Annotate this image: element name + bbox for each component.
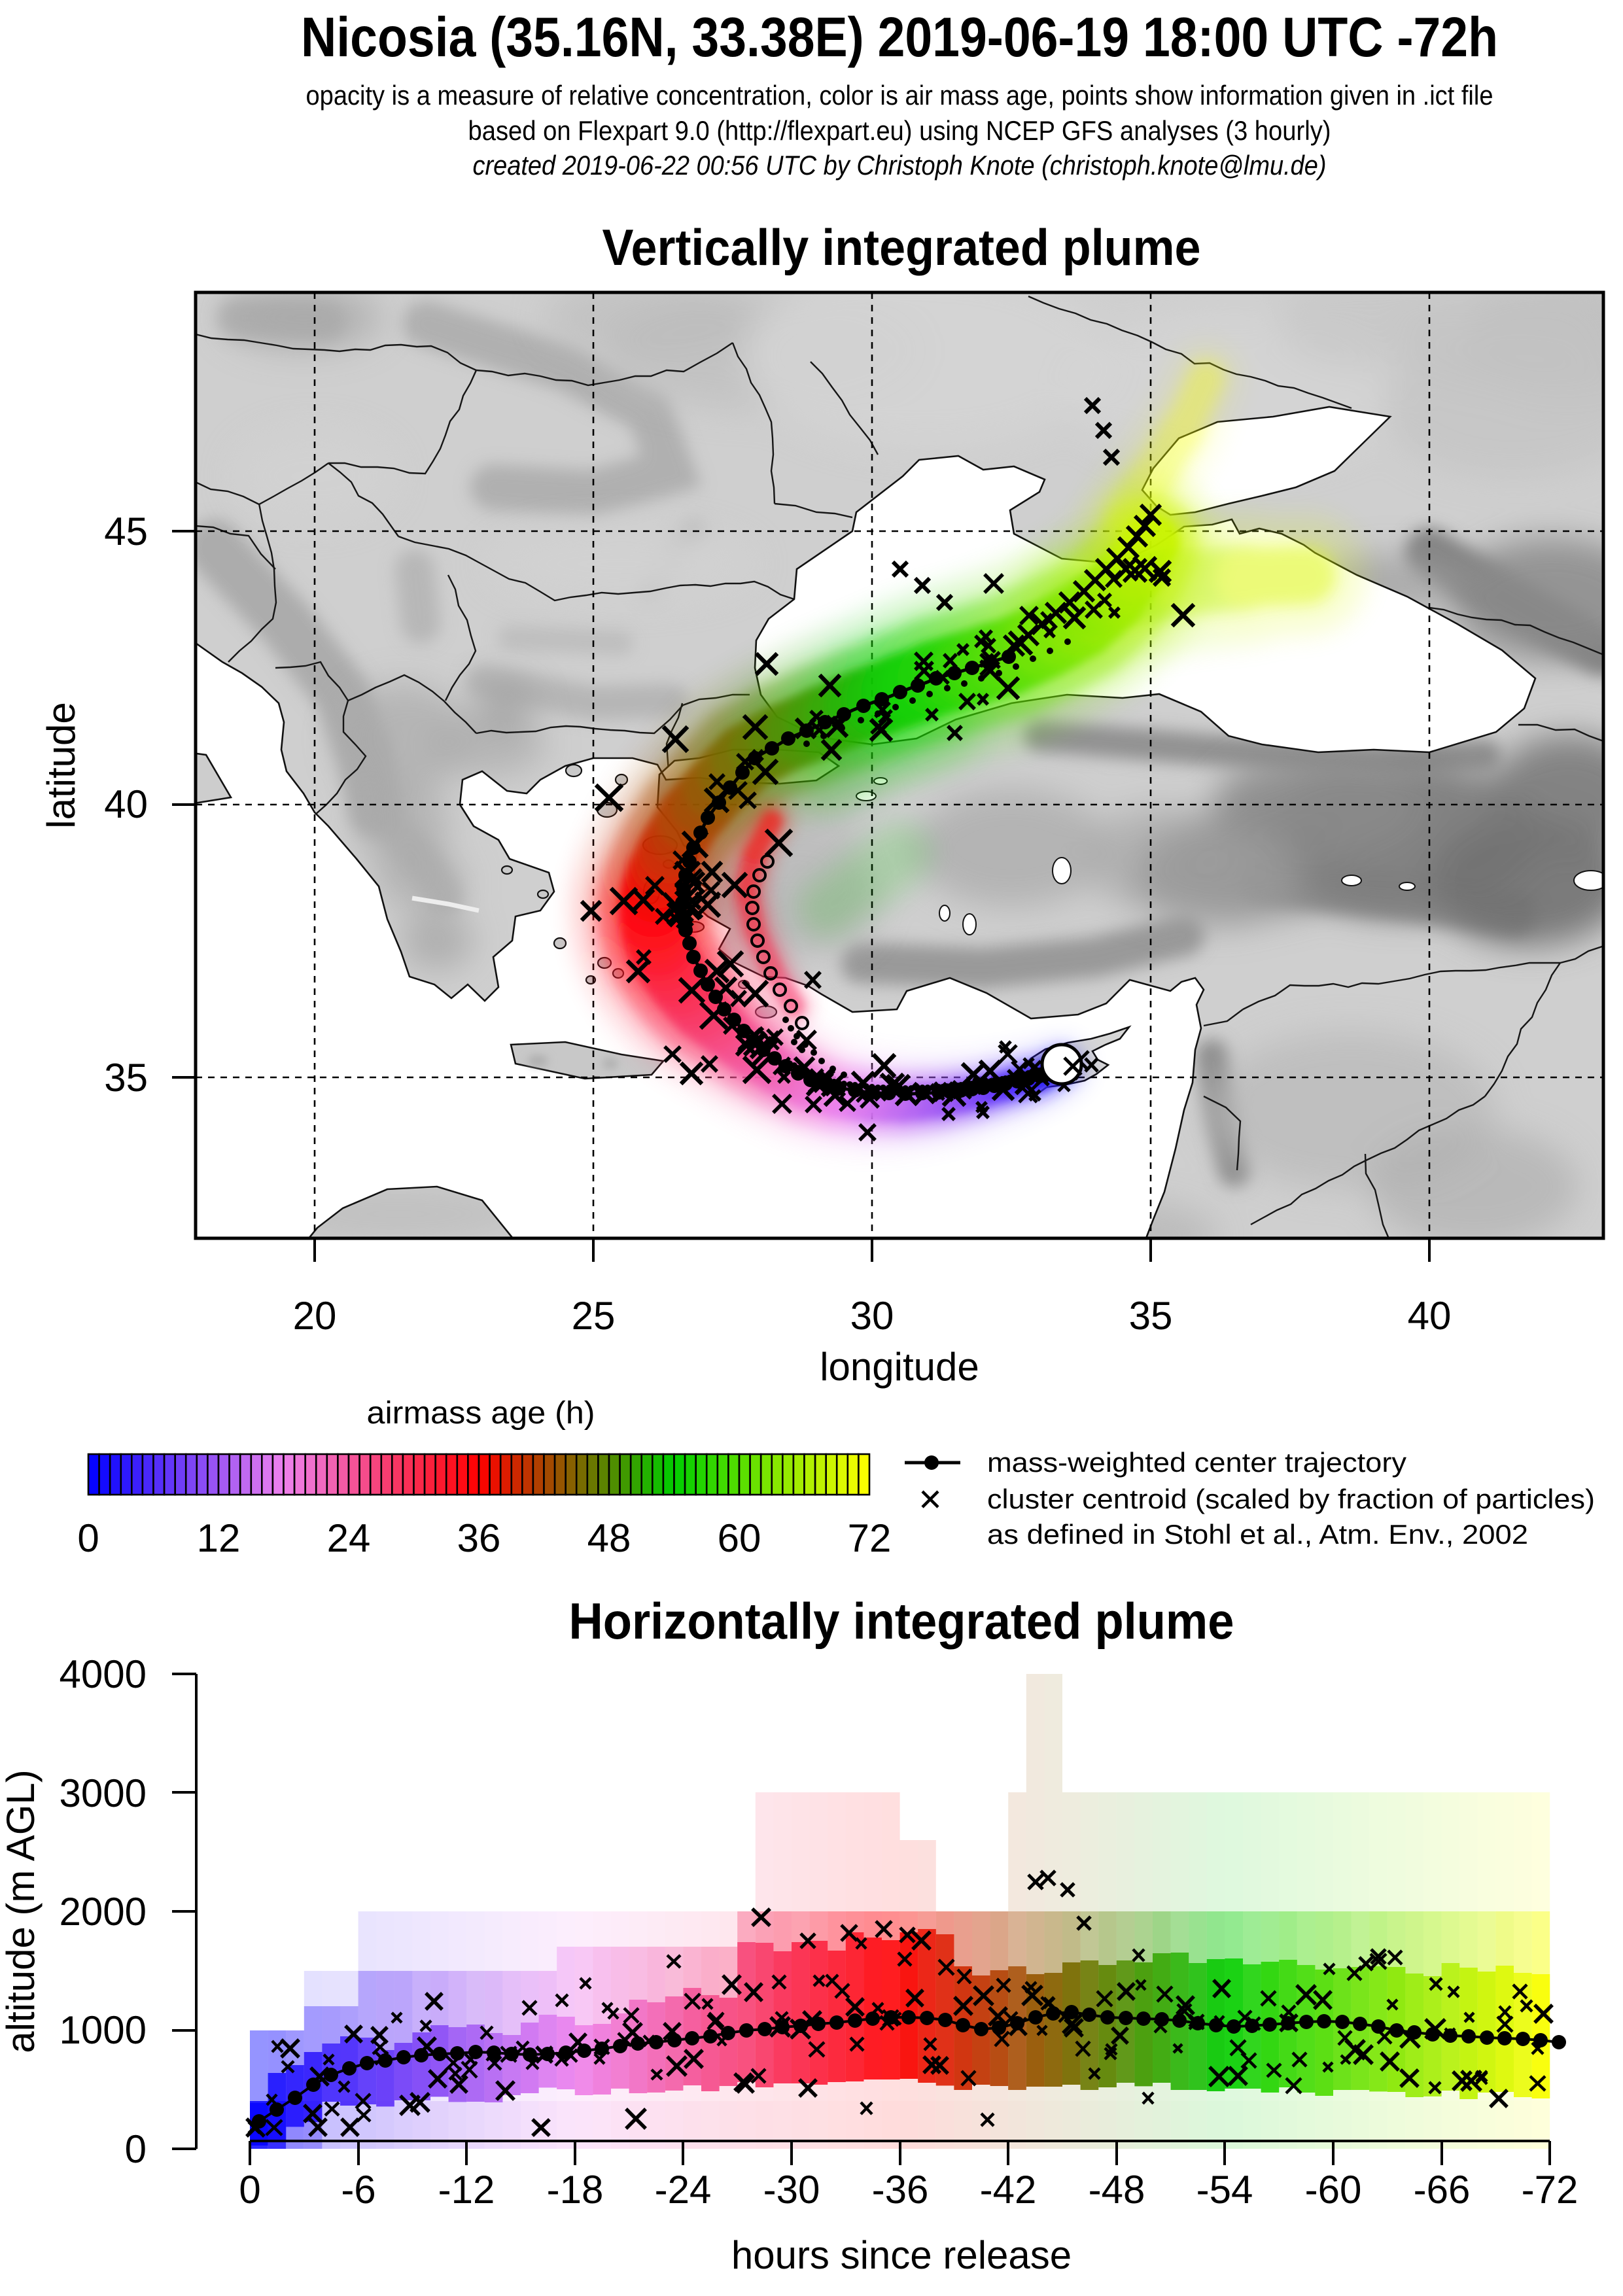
svg-text:1000: 1000: [60, 2008, 147, 2052]
svg-text:48: 48: [587, 1516, 631, 1560]
svg-text:3000: 3000: [60, 1771, 147, 1815]
svg-text:as defined in Stohl et al., At: as defined in Stohl et al., Atm. Env., 2…: [987, 1519, 1528, 1550]
svg-text:created 2019-06-22 00:56 UTC b: created 2019-06-22 00:56 UTC by Christop…: [473, 150, 1327, 181]
svg-text:airmass age (h): airmass age (h): [367, 1396, 595, 1431]
svg-text:45: 45: [104, 510, 148, 553]
svg-text:24: 24: [327, 1516, 371, 1560]
svg-text:40: 40: [1408, 1294, 1452, 1338]
svg-text:-48: -48: [1089, 2168, 1145, 2212]
svg-text:-66: -66: [1414, 2168, 1471, 2212]
svg-text:-24: -24: [655, 2168, 712, 2212]
svg-text:12: 12: [197, 1516, 241, 1560]
svg-text:cluster centroid (scaled by fr: cluster centroid (scaled by fraction of …: [987, 1484, 1595, 1514]
svg-text:-54: -54: [1196, 2168, 1253, 2212]
svg-text:72: 72: [848, 1516, 892, 1560]
svg-text:35: 35: [1129, 1294, 1173, 1338]
svg-text:25: 25: [572, 1294, 616, 1338]
svg-text:-12: -12: [438, 2168, 495, 2212]
svg-text:-30: -30: [763, 2168, 820, 2212]
svg-text:20: 20: [293, 1294, 337, 1338]
svg-text:-36: -36: [872, 2168, 929, 2212]
svg-text:0: 0: [125, 2127, 147, 2171]
svg-text:hours since release: hours since release: [731, 2233, 1072, 2277]
svg-text:30: 30: [850, 1294, 894, 1338]
svg-text:0: 0: [77, 1516, 99, 1560]
svg-text:0: 0: [239, 2168, 260, 2212]
svg-text:-42: -42: [980, 2168, 1037, 2212]
svg-text:opacity is a measure of relati: opacity is a measure of relative concent…: [306, 80, 1493, 111]
svg-text:-60: -60: [1305, 2168, 1362, 2212]
svg-text:-6: -6: [341, 2168, 375, 2212]
svg-text:35: 35: [104, 1056, 148, 1100]
svg-text:latitude: latitude: [39, 702, 83, 828]
svg-text:altitude (m AGL): altitude (m AGL): [0, 1769, 43, 2053]
svg-text:mass-weighted center trajector: mass-weighted center trajectory: [987, 1447, 1406, 1478]
svg-text:-72: -72: [1522, 2168, 1579, 2212]
svg-text:based on Flexpart 9.0 (http://: based on Flexpart 9.0 (http://flexpart.e…: [468, 115, 1331, 146]
svg-text:Vertically integrated plume: Vertically integrated plume: [602, 218, 1201, 276]
svg-text:60: 60: [718, 1516, 761, 1560]
svg-text:Nicosia (35.16N, 33.38E) 2019-: Nicosia (35.16N, 33.38E) 2019-06-19 18:0…: [301, 7, 1498, 69]
svg-text:36: 36: [457, 1516, 501, 1560]
svg-text:Horizontally integrated plume: Horizontally integrated plume: [569, 1592, 1234, 1650]
svg-text:40: 40: [104, 782, 148, 826]
svg-text:4000: 4000: [60, 1652, 147, 1696]
svg-text:2000: 2000: [60, 1890, 147, 1934]
svg-text:-18: -18: [547, 2168, 604, 2212]
svg-text:longitude: longitude: [820, 1345, 979, 1389]
